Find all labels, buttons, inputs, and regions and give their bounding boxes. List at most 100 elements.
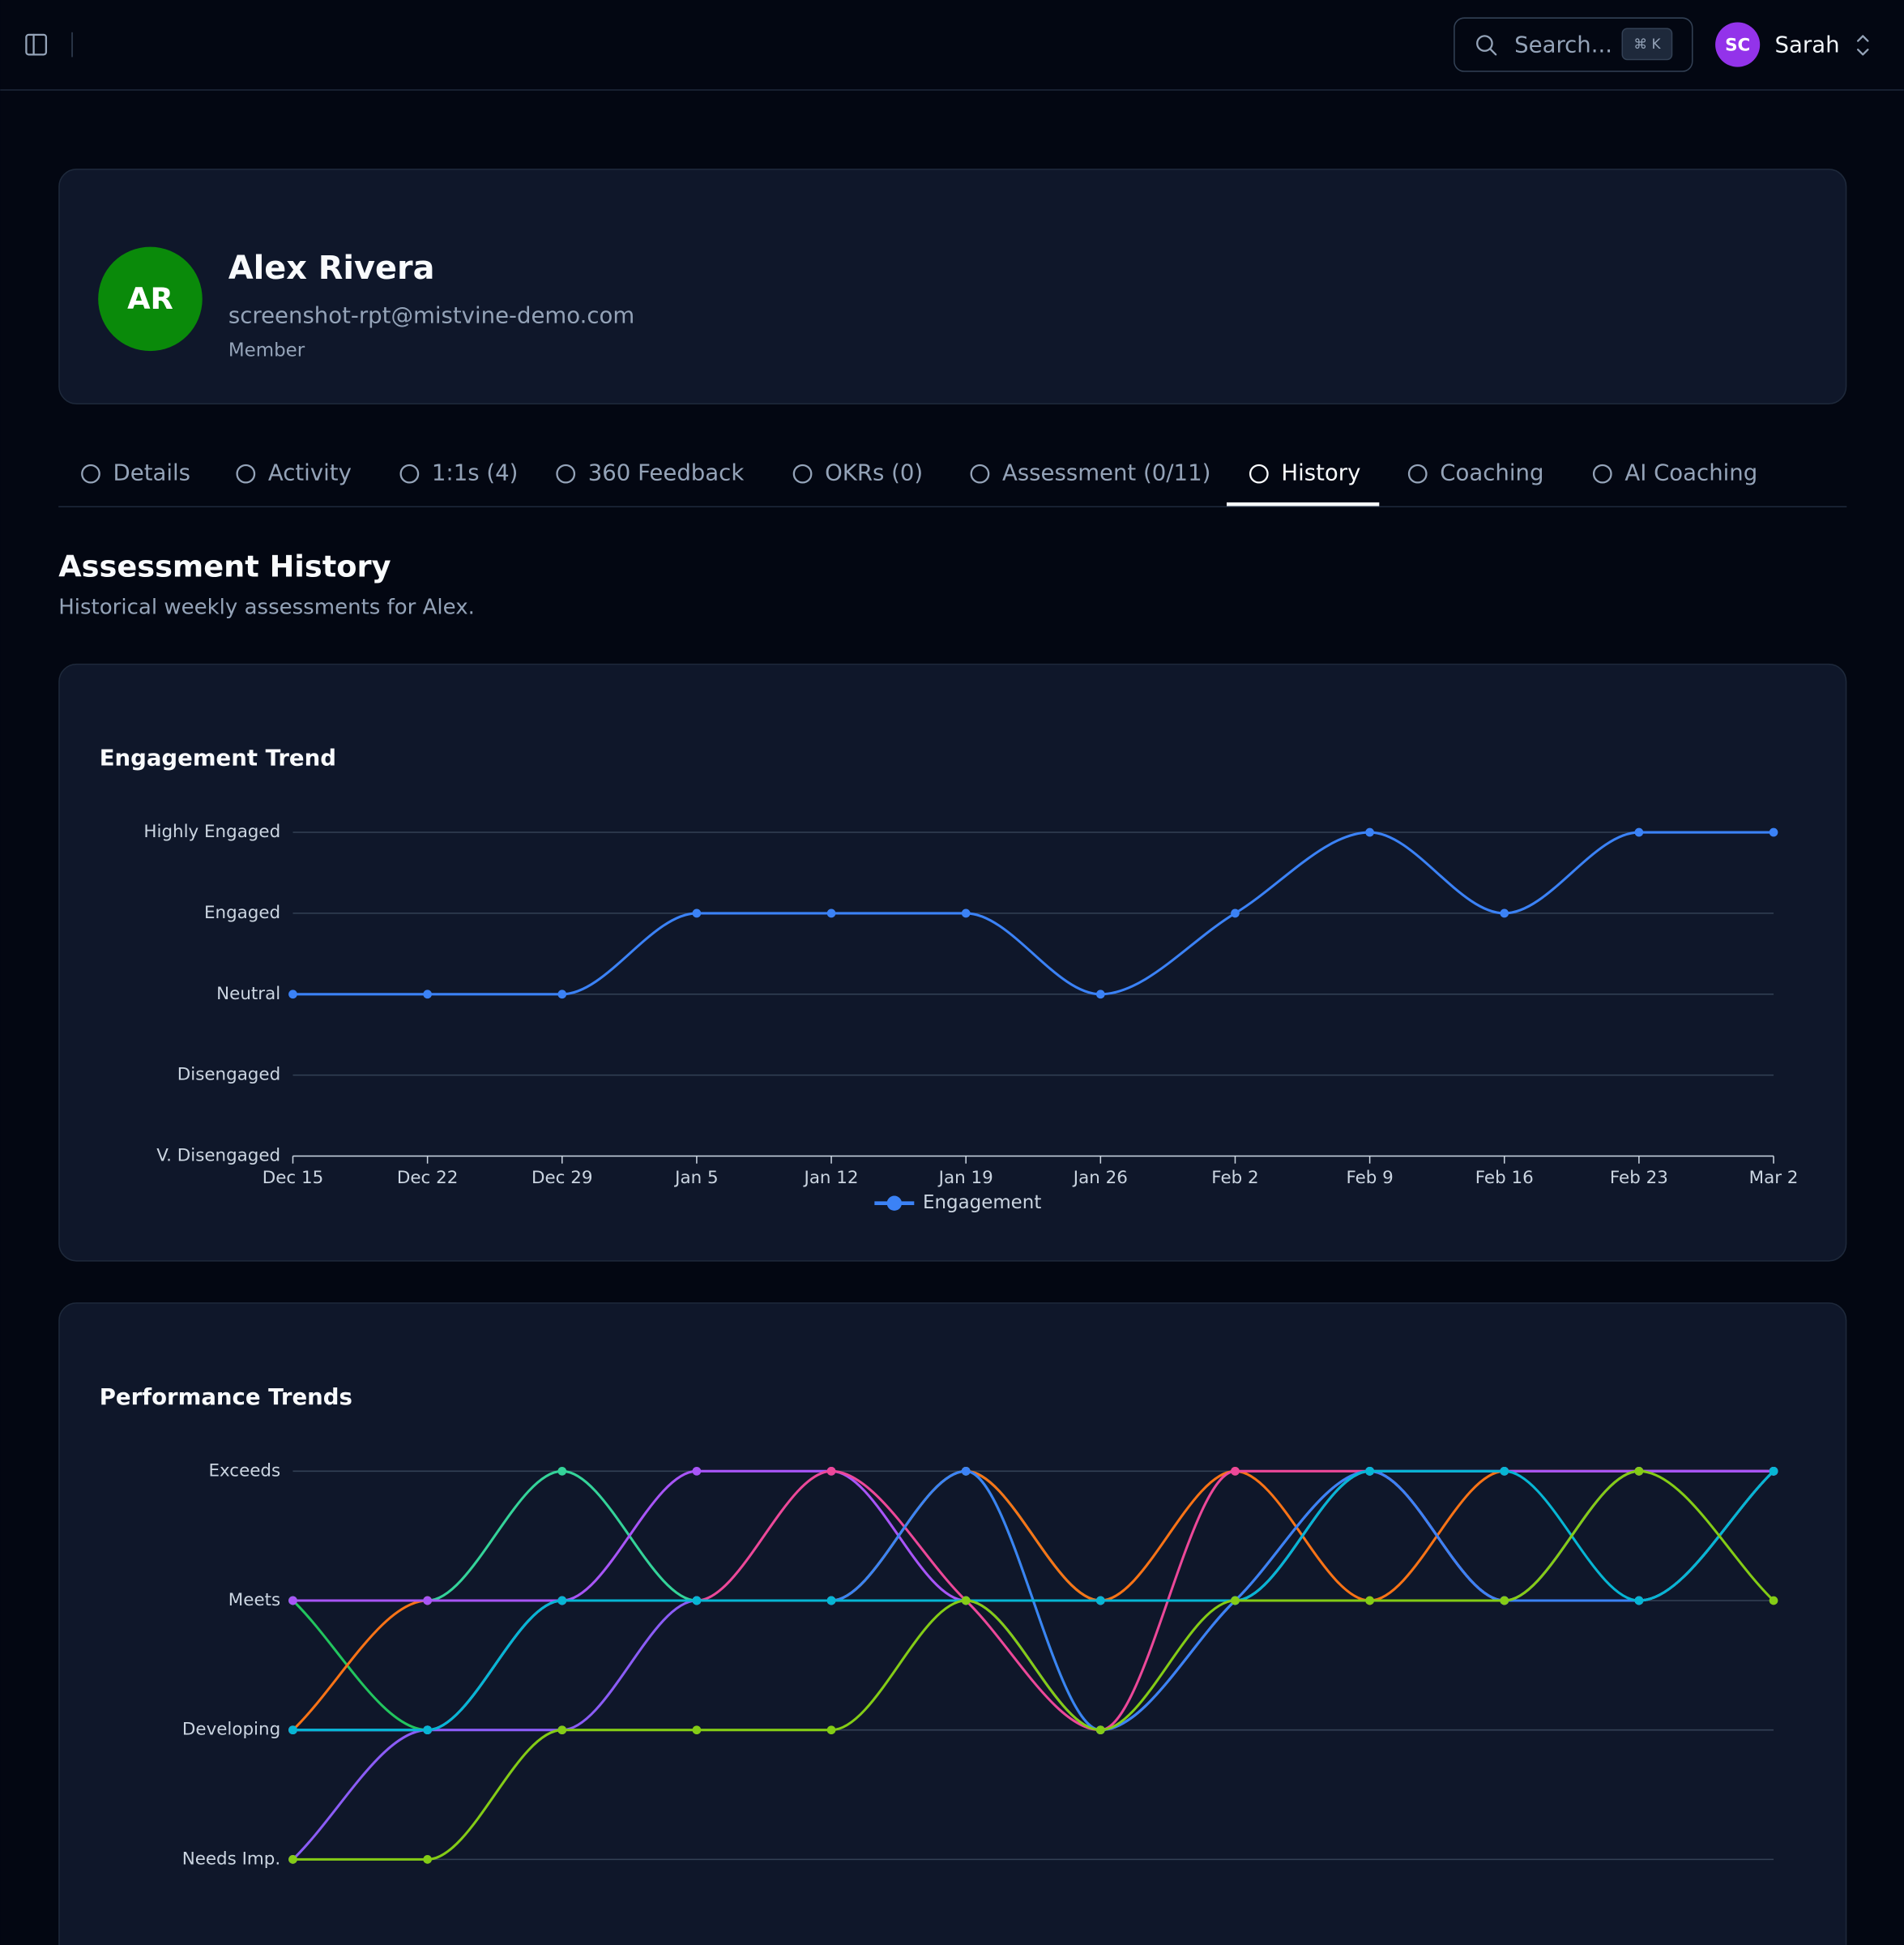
data-point [423,1596,432,1605]
data-point [1769,1466,1778,1476]
data-point [1634,1596,1644,1605]
y-tick-label: Meets [228,1590,280,1610]
tab-label: AI Coaching [1624,460,1757,486]
chart: Needs Imp. Developing Meets Exceeds [182,1460,1778,1869]
profile-initials: AR [127,281,173,316]
profile-avatar [98,246,203,352]
tab-label: Activity [268,460,352,486]
x-tick-label: Feb 16 [1475,1168,1534,1188]
data-point [1634,827,1644,837]
chart-card [58,663,1847,1262]
tab-label: Coaching [1440,460,1543,486]
data-point [1500,1466,1509,1476]
data-point [1769,1596,1778,1605]
profile-email: screenshot-rpt@mistvine-demo.com [228,302,634,328]
tab[interactable]: 360 Feedback [556,460,745,486]
tab-label: History [1281,460,1360,486]
data-point [1365,1596,1374,1605]
x-tick-label: Jan 12 [803,1168,859,1188]
series-line [292,1469,1775,1861]
sidebar-toggle[interactable] [25,33,48,56]
x-tick-label: Jan 5 [673,1168,718,1188]
tab[interactable]: Details [81,460,190,486]
data-point [288,1596,297,1605]
data-point [1095,1725,1105,1735]
data-point [1769,827,1778,837]
y-tick-label: Engaged [204,903,280,923]
data-point [961,908,971,918]
profile-role: Member [228,340,305,361]
x-tick-label: Jan 26 [1072,1168,1128,1188]
tab[interactable]: Activity [236,460,352,486]
x-tick-label: Jan 19 [937,1168,993,1188]
tab-icon [1592,464,1612,484]
x-tick-label: Feb 9 [1346,1168,1393,1188]
tab-label: 360 Feedback [588,460,745,486]
data-point [692,908,702,918]
tab-icon [236,464,256,484]
user-name: Sarah [1775,32,1840,58]
data-point [1231,1466,1240,1476]
chart-card [58,1302,1847,1945]
tab-label: Assessment (0/11) [1002,460,1210,486]
y-tick-label: Disengaged [177,1065,280,1085]
legend-label: Engagement [923,1192,1041,1213]
x-tick-label: Feb 2 [1211,1168,1258,1188]
tab[interactable]: History [1227,460,1380,507]
chart-title: Performance Trends [100,1384,352,1410]
data-point [826,1725,836,1735]
data-point [288,1725,297,1735]
data-point [557,1596,567,1605]
data-point [826,1596,836,1605]
tab[interactable]: Coaching [1407,460,1543,486]
tab-icon [970,464,990,484]
chart-title: Engagement Trend [100,746,336,772]
y-tick-label: Highly Engaged [143,822,280,842]
search-box[interactable]: Search... ⌘ K [1454,17,1693,72]
data-point [1634,1466,1644,1476]
data-point [961,1466,971,1476]
tabs: Details Activity 1:1s (4) 360 Feedback OKRs … [81,460,1757,507]
data-point [1231,908,1240,918]
tab[interactable]: 1:1s (4) [399,460,519,486]
data-point [423,1855,432,1864]
chart: V. Disengaged Disengaged Neutral Engaged Hig… [143,822,1798,1213]
y-tick-label: Exceeds [209,1460,281,1481]
search-placeholder: Search... [1514,32,1612,58]
shortcut: ⌘ K [1633,36,1661,52]
tab-icon [556,464,576,484]
user-menu[interactable]: SC Sarah [1715,22,1869,67]
y-tick-label: V. Disengaged [156,1146,280,1166]
data-point [826,1466,836,1476]
data-point [826,908,836,918]
legend-marker [886,1195,903,1211]
section-title: Assessment History [58,549,391,584]
tab[interactable]: OKRs (0) [792,460,923,486]
x-tick-label: Feb 23 [1610,1168,1668,1188]
tab-icon [1407,464,1428,484]
profile-card [58,169,1847,404]
user-initials: SC [1725,36,1750,56]
data-point [1231,1596,1240,1605]
data-point [1095,1596,1105,1605]
x-tick-label: Mar 2 [1749,1168,1799,1188]
tab-label: OKRs (0) [825,460,923,486]
data-point [1365,1466,1374,1476]
series-line [292,1469,1775,1732]
data-point [1500,1596,1509,1605]
legend-item: Engagement [874,1192,1041,1213]
data-point [423,990,432,999]
y-tick-label: Neutral [216,984,280,1004]
tab-label: 1:1s (4) [432,460,518,486]
tab-icon [399,464,420,484]
tab[interactable]: AI Coaching [1592,460,1757,486]
data-point [557,1725,567,1735]
tab[interactable]: Assessment (0/11) [970,460,1211,486]
profile-name: Alex Rivera [228,250,435,287]
data-point [288,990,297,999]
x-tick-label: Dec 22 [397,1168,458,1188]
data-point [557,990,567,999]
data-point [423,1725,432,1735]
y-tick-label: Developing [182,1720,280,1740]
